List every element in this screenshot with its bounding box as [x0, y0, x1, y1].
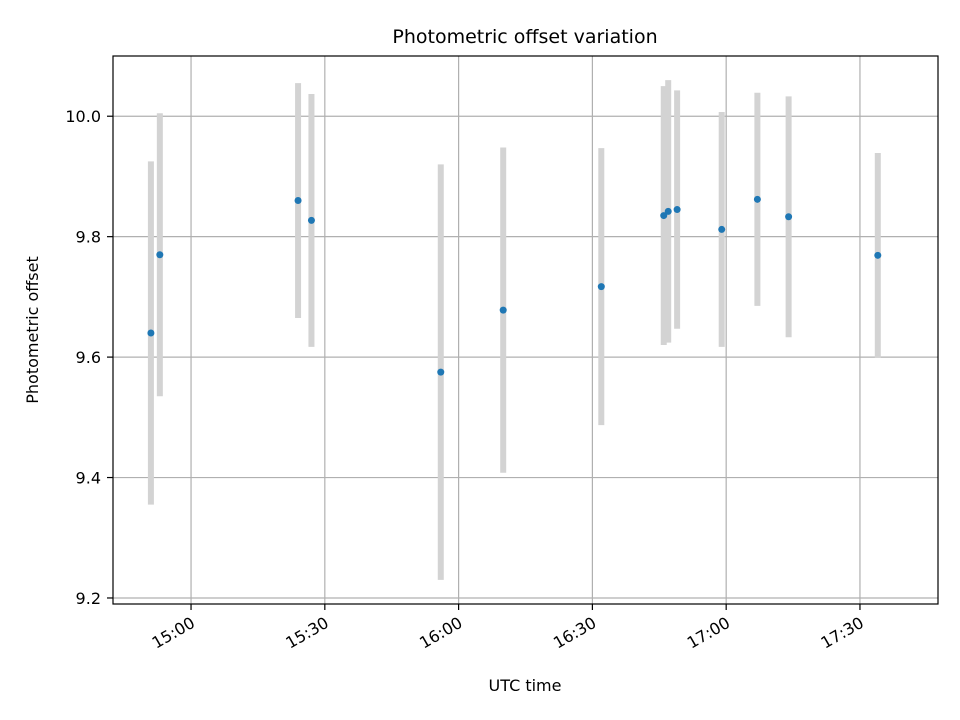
x-axis-title: UTC time: [489, 676, 562, 695]
data-point: [307, 216, 315, 224]
y-axis: 9.2 9.4 9.6 9.8 10.0: [65, 107, 113, 608]
chart-title: Photometric offset variation: [392, 26, 657, 48]
plot-area-frame: [112, 55, 939, 605]
data-point: [673, 206, 681, 214]
data-point: [664, 207, 672, 215]
y-tick-label: 9.8: [76, 228, 101, 247]
y-tick-label: 9.4: [76, 469, 101, 488]
data-point: [660, 212, 668, 220]
data-point: [718, 225, 726, 233]
grid: [113, 56, 938, 604]
y-tick-label: 9.6: [76, 348, 101, 367]
data-point: [437, 368, 445, 376]
data-point: [499, 306, 507, 314]
data-point: [156, 251, 164, 259]
data-point: [294, 197, 302, 205]
data-point: [147, 329, 155, 337]
y-tick-label: 9.2: [76, 589, 101, 608]
y-tick-label: 10.0: [65, 107, 101, 126]
y-axis-title: Photometric offset: [23, 256, 42, 404]
data-point: [753, 195, 761, 203]
data-point: [597, 283, 605, 291]
data-points: [147, 195, 882, 376]
data-point: [785, 213, 793, 221]
data-point: [874, 251, 882, 259]
